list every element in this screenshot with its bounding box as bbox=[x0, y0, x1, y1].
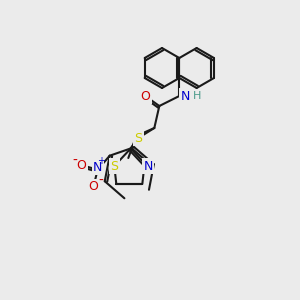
Text: H: H bbox=[193, 91, 202, 101]
Text: O: O bbox=[140, 89, 150, 103]
Text: -: - bbox=[72, 154, 77, 168]
Text: S: S bbox=[134, 131, 142, 145]
Text: -: - bbox=[98, 174, 103, 188]
Text: S: S bbox=[110, 160, 118, 172]
Text: N: N bbox=[93, 161, 102, 174]
Text: N: N bbox=[144, 160, 153, 172]
Text: +: + bbox=[97, 156, 105, 166]
Text: O: O bbox=[77, 159, 87, 172]
Text: N: N bbox=[181, 89, 190, 103]
Text: O: O bbox=[89, 180, 99, 193]
